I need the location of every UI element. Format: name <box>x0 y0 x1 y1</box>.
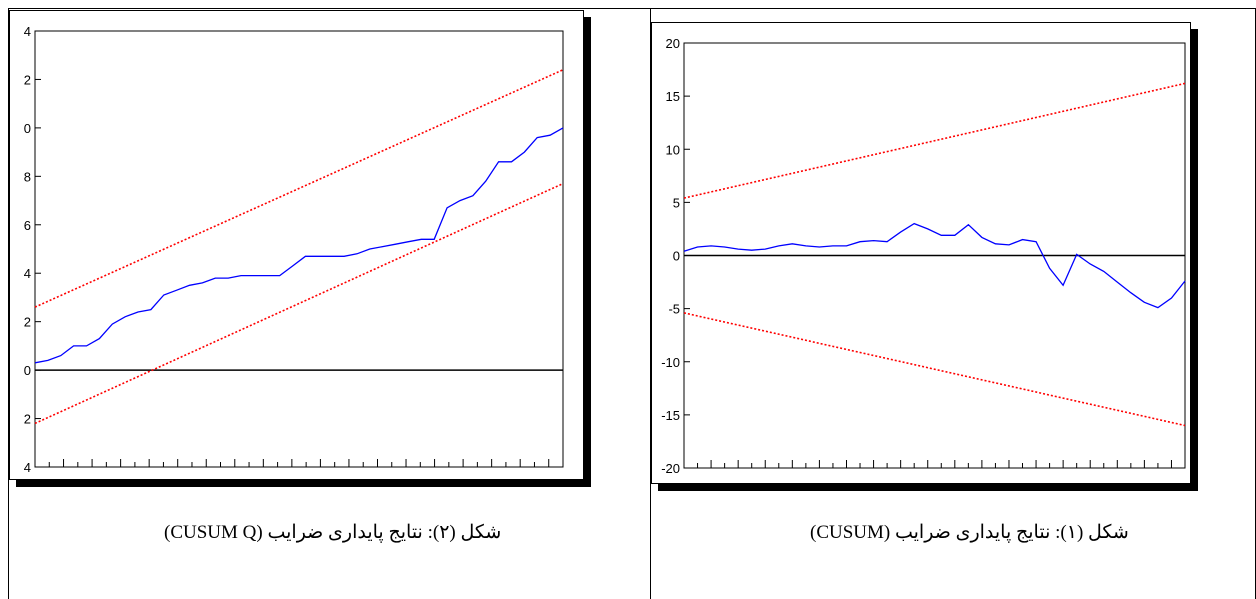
caption-right: شکل (۱): نتایج پایداری ضرایب (CUSUM) <box>810 522 1129 543</box>
cusum-ytick-label: 10 <box>666 142 680 157</box>
cusum-sq-ytick-label: 2 <box>24 72 31 87</box>
cusum-sq-statistic-line <box>34 127 564 364</box>
cusum-ytick-label: 5 <box>673 195 680 210</box>
table-border-left <box>8 8 9 599</box>
cusum-sq-ytick-label: 0 <box>24 121 31 136</box>
cusum-ytick-label: -10 <box>661 355 680 370</box>
cusum-sq-ytick-label: 0 <box>24 363 31 378</box>
table-border-top <box>8 8 1256 9</box>
caption-left: شکل (۲): نتایج پایداری ضرایب (CUSUM Q) <box>164 522 502 543</box>
cusum-ytick-label: -5 <box>668 302 680 317</box>
cusum-sq-chart: 4 2 0 8 6 4 2 0 2 4 <box>9 10 584 480</box>
cusum-sq-ytick-label: 4 <box>24 24 31 39</box>
cusum-lower-bound-line <box>683 312 1186 427</box>
cusum-sq-ytick-label: 2 <box>24 315 31 330</box>
cusum-ytick-label: 0 <box>673 249 680 264</box>
cusum-ytick-label: -15 <box>661 408 680 423</box>
cusum-sq-lower-bound-line <box>34 182 564 425</box>
cusum-ytick-label: 15 <box>666 89 680 104</box>
cusum-sq-ytick-label: 8 <box>24 169 31 184</box>
cusum-sq-upper-bound-line <box>34 69 564 308</box>
cusum-sq-ytick-label: 6 <box>24 218 31 233</box>
table-divider <box>650 8 651 599</box>
cusum-sq-ytick-label: 4 <box>24 266 31 281</box>
cusum-chart: 20 15 10 5 0 -5 -10 -15 -20 <box>651 22 1191 484</box>
cusum-upper-bound-line <box>683 82 1186 199</box>
cusum-ytick-label: -20 <box>661 461 680 476</box>
cusum-sq-ytick-label: 2 <box>24 412 31 427</box>
cusum-statistic-line <box>683 222 1186 309</box>
cusum-svg: 20 15 10 5 0 -5 -10 -15 -20 <box>661 36 1186 476</box>
cusum-sq-ytick-label: 4 <box>24 460 31 475</box>
cusum-sq-plot-frame <box>34 30 564 468</box>
cusum-sq-svg: 4 2 0 8 6 4 2 0 2 4 <box>24 24 564 475</box>
cusum-ytick-label: 20 <box>666 36 680 51</box>
